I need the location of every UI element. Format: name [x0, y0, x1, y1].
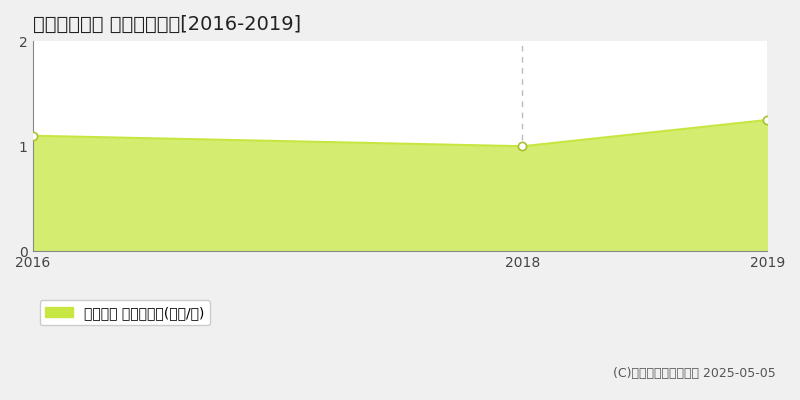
Text: (C)土地価格ドットコム 2025-05-05: (C)土地価格ドットコム 2025-05-05 — [614, 367, 776, 380]
Point — [761, 117, 774, 123]
Point — [26, 132, 39, 139]
Point — [516, 143, 529, 150]
Text: 磐田市東平松 土地価格推移[2016-2019]: 磐田市東平松 土地価格推移[2016-2019] — [33, 15, 301, 34]
Legend: 土地価格 平均坪単価(万円/坪): 土地価格 平均坪単価(万円/坪) — [39, 300, 210, 326]
